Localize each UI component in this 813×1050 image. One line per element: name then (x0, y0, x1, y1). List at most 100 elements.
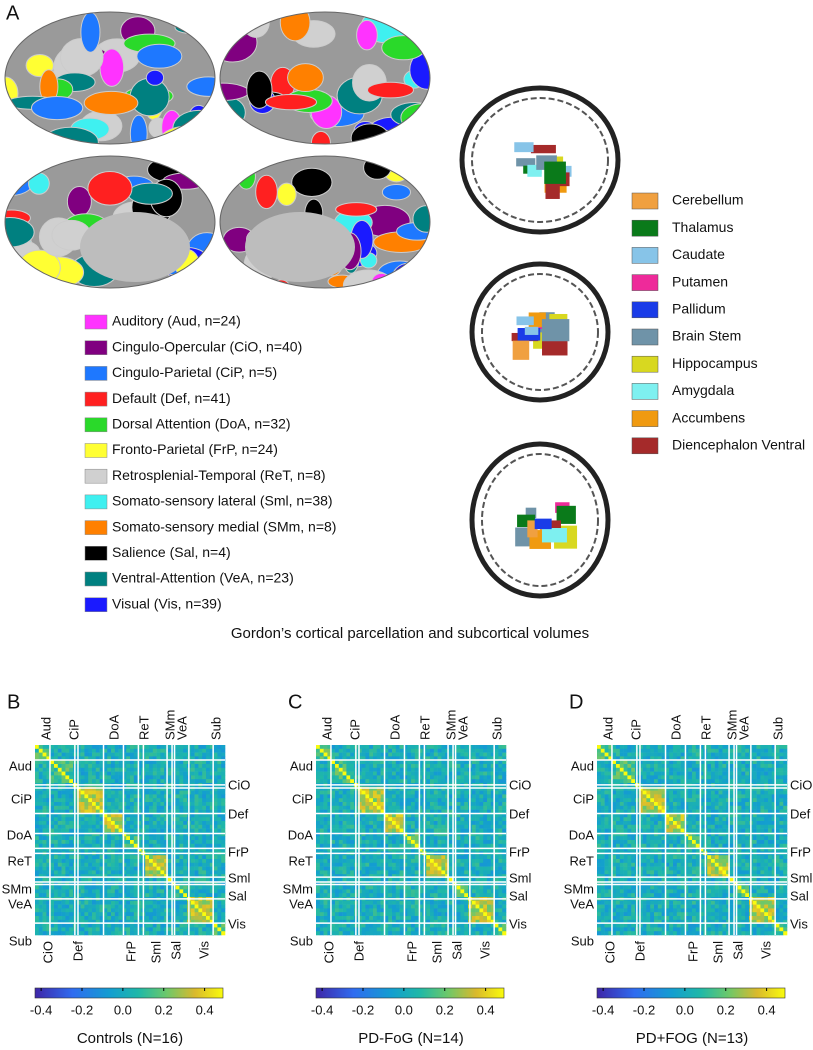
legend-label: Somato-sensory medial (SMm, n=8) (112, 518, 336, 534)
matrix-cell (191, 745, 195, 749)
matrix-cell (65, 794, 69, 798)
matrix-cell (88, 817, 92, 821)
legend-swatch (85, 469, 107, 483)
matrix-cell (160, 870, 164, 874)
matrix-cell (362, 760, 366, 764)
matrix-cell (81, 901, 85, 905)
matrix-cell (134, 768, 138, 772)
matrix-cell (134, 817, 138, 821)
matrix-cell (396, 908, 400, 912)
legend-swatch (85, 418, 107, 432)
matrix-cell (157, 745, 161, 749)
matrix-cell (62, 829, 66, 833)
matrix-cell (81, 764, 85, 768)
matrix-cell (316, 768, 320, 772)
matrix-cell (50, 924, 54, 928)
matrix-cell (160, 863, 164, 867)
matrix-cell (62, 772, 66, 776)
matrix-cell (460, 893, 464, 897)
structure (517, 316, 534, 325)
matrix-cell (119, 806, 123, 810)
matrix-cell (195, 859, 199, 863)
matrix-cell (335, 768, 339, 772)
matrix-cell (457, 794, 461, 798)
matrix-cell (415, 836, 419, 840)
matrix-cell (54, 867, 58, 871)
matrix-cell (217, 863, 221, 867)
matrix-cell (191, 840, 195, 844)
matrix-cell (176, 745, 180, 749)
matrix-cell (115, 844, 119, 848)
matrix-cell (149, 924, 153, 928)
matrix-cell (130, 825, 134, 829)
parcel (146, 70, 163, 85)
matrix-cell (441, 863, 445, 867)
matrix-cell (498, 768, 502, 772)
right-label: Sal (228, 888, 247, 903)
matrix-cell (331, 836, 335, 840)
matrix-cell (176, 775, 180, 779)
matrix-cell (472, 844, 476, 848)
matrix-cell (107, 749, 111, 753)
matrix-cell (149, 889, 153, 893)
matrix-cell (365, 905, 369, 909)
matrix-cell (400, 760, 404, 764)
left-label: DoA (7, 827, 33, 842)
matrix-cell (365, 901, 369, 905)
matrix-cell (50, 775, 54, 779)
matrix-cell (92, 745, 96, 749)
matrix-cell (392, 794, 396, 798)
matrix-cell (134, 867, 138, 871)
matrix-cell (176, 893, 180, 897)
matrix-cell (407, 768, 411, 772)
matrix-cell (43, 912, 47, 916)
matrix-cell (415, 863, 419, 867)
matrix-cell (365, 908, 369, 912)
matrix-cell (198, 817, 202, 821)
matrix-cell (339, 806, 343, 810)
matrix-cell (346, 817, 350, 821)
matrix-cell (134, 924, 138, 928)
matrix-cell (377, 829, 381, 833)
matrix-cell (206, 924, 210, 928)
matrix-cell (343, 859, 347, 863)
matrix-cell (69, 889, 73, 893)
matrix-cell (69, 806, 73, 810)
matrix-cell (84, 817, 88, 821)
matrix-cell (373, 908, 377, 912)
matrix-cell (183, 802, 187, 806)
matrix-cell (111, 825, 115, 829)
matrix-cell (115, 745, 119, 749)
matrix-cell (54, 855, 58, 859)
matrix-cell (115, 779, 119, 783)
matrix-cell (111, 829, 115, 833)
matrix-cell (217, 760, 221, 764)
legend-swatch (632, 383, 658, 399)
matrix-cell (50, 817, 54, 821)
matrix-cell (214, 889, 218, 893)
matrix-cell (407, 779, 411, 783)
matrix-cell (377, 859, 381, 863)
matrix-cell (39, 772, 43, 776)
matrix-cell (43, 829, 47, 833)
matrix-cell (126, 821, 130, 825)
matrix-cell (107, 931, 111, 935)
matrix-cell (339, 863, 343, 867)
matrix-cell (107, 821, 111, 825)
matrix-cell (115, 867, 119, 871)
matrix-cell (339, 817, 343, 821)
matrix-cell (202, 772, 206, 776)
matrix-cell (388, 802, 392, 806)
matrix-cell (464, 798, 468, 802)
matrix-cell (331, 779, 335, 783)
matrix-cell (415, 753, 419, 757)
matrix-cell (438, 889, 442, 893)
matrix-cell (111, 916, 115, 920)
matrix-cell (88, 825, 92, 829)
matrix-cell (145, 802, 149, 806)
matrix-cell (35, 844, 39, 848)
matrix-cell (35, 863, 39, 867)
matrix-cell (483, 840, 487, 844)
matrix-cell (495, 791, 499, 795)
matrix-cell (343, 825, 347, 829)
